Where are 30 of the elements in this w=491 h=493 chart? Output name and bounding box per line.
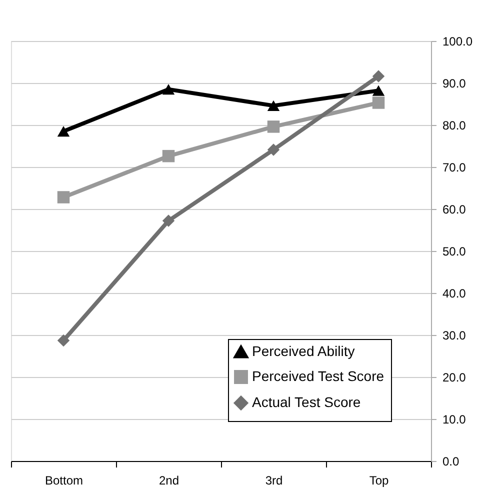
point	[372, 85, 385, 96]
x-tick-label: Bottom	[44, 474, 84, 488]
y-tick-label: 10.0	[442, 412, 466, 426]
point	[372, 70, 385, 82]
y-tick-label: 90.0	[442, 76, 466, 90]
y-tick-label: 0.0	[442, 454, 460, 468]
legend-label: Actual Test Score	[252, 394, 361, 410]
point	[267, 100, 280, 111]
x-tick-label: 3rd	[265, 474, 283, 488]
point	[162, 214, 175, 227]
point	[162, 150, 175, 162]
y-tick-label: 20.0	[442, 370, 466, 384]
point	[57, 126, 70, 137]
point	[57, 191, 70, 204]
y-tick-label: 40.0	[442, 286, 466, 300]
point	[267, 144, 280, 156]
point	[57, 334, 70, 347]
y-tick-label: 60.0	[442, 202, 466, 216]
x-tick-label: Top	[369, 474, 389, 488]
y-tick-label: 70.0	[442, 160, 466, 174]
y-tick-label: 30.0	[442, 328, 466, 342]
y-tick-label: 100.0	[442, 34, 473, 48]
x-tick-label: 2nd	[158, 474, 180, 488]
point	[162, 84, 175, 95]
point	[267, 120, 280, 133]
y-tick-label: 80.0	[442, 118, 466, 132]
point	[372, 96, 385, 109]
y-tick-label: 50.0	[442, 244, 466, 258]
legend-label: Perceived Test Score	[252, 368, 384, 384]
legend-label: Perceived Ability	[252, 343, 355, 359]
